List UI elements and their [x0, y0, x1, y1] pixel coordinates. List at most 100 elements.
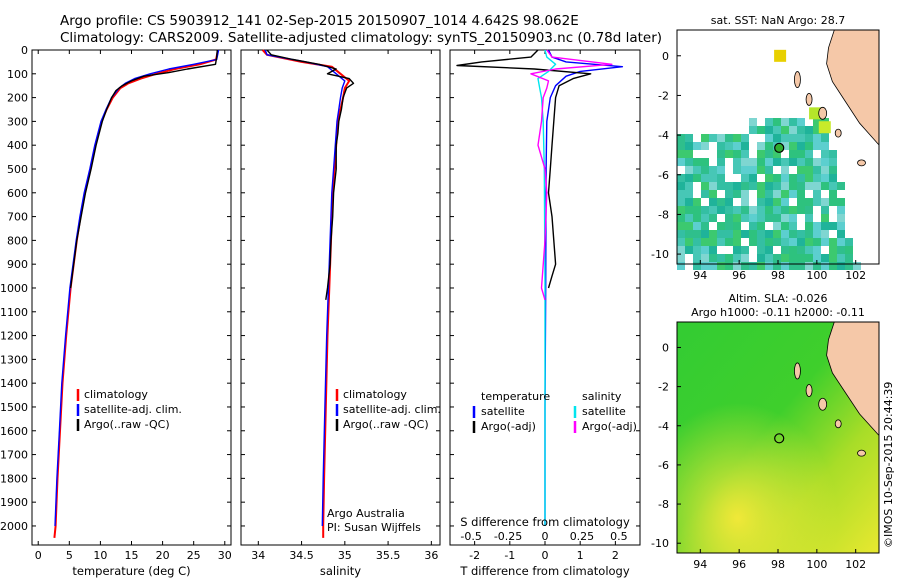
sst-cell: [765, 190, 773, 198]
y-tick-label: 200: [7, 92, 28, 105]
sst-cell: [741, 262, 749, 270]
sst-cell: [829, 198, 837, 206]
sst-cell: [821, 158, 829, 166]
sst-cell: [797, 190, 805, 198]
y-tick-label: 600: [7, 187, 28, 200]
sst-cell: [809, 107, 822, 120]
legend-title-salinity: salinity: [582, 390, 622, 403]
sst-cell: [725, 222, 733, 230]
sst-cell: [773, 126, 781, 134]
sst-cell: [821, 230, 829, 238]
y-tick-label: 800: [7, 234, 28, 247]
sst-cell: [813, 134, 821, 142]
x-tick-label: 0: [542, 549, 549, 562]
sst-cell: [773, 174, 781, 182]
sst-cell: [685, 158, 693, 166]
sst-cell: [789, 214, 797, 222]
sst-cell: [733, 150, 741, 158]
sst-cell: [741, 174, 749, 182]
sst-cell: [709, 214, 717, 222]
sst-cell: [701, 134, 709, 142]
sst-cell: [765, 134, 773, 142]
sst-cell: [685, 206, 693, 214]
sst-cell: [757, 262, 765, 270]
sst-cell: [733, 230, 741, 238]
sst-cell: [701, 182, 709, 190]
sst-cell: [837, 238, 845, 246]
sst-cell: [773, 158, 781, 166]
sst-cell: [821, 142, 829, 150]
sst-cell: [701, 158, 709, 166]
sst-cell: [677, 230, 685, 238]
sst-cell: [813, 118, 821, 126]
sst-cell: [709, 246, 717, 254]
sst-cell: [774, 49, 787, 62]
y-tick-label: 1300: [0, 353, 28, 366]
map-title-sla: Altim. SLA: -0.026: [728, 292, 827, 305]
y-tick-label: -2: [658, 381, 669, 394]
secondary-tick-label: -0.5: [460, 530, 481, 543]
sst-cell: [781, 182, 789, 190]
sst-cell: [805, 158, 813, 166]
sst-cell: [757, 158, 765, 166]
sst-cell: [725, 238, 733, 246]
sst-cell: [789, 118, 797, 126]
sst-cell: [701, 206, 709, 214]
x-tick-label: 34.5: [289, 549, 314, 562]
x-tick-label: 98: [771, 269, 785, 282]
sst-cell: [709, 174, 717, 182]
sst-cell: [725, 190, 733, 198]
y-tick-label: 1600: [0, 425, 28, 438]
y-tick-label: 700: [7, 211, 28, 224]
sst-cell: [781, 174, 789, 182]
sst-cell: [789, 190, 797, 198]
y-tick-label: -8: [658, 208, 669, 221]
sst-cell: [821, 206, 829, 214]
sst-cell: [685, 238, 693, 246]
sst-cell: [805, 182, 813, 190]
x-tick-label: 2: [612, 549, 619, 562]
sst-cell: [797, 238, 805, 246]
sst-cell: [765, 230, 773, 238]
sst-cell: [797, 174, 805, 182]
sst-cell: [821, 174, 829, 182]
sst-cell: [733, 254, 741, 262]
sst-cell: [797, 230, 805, 238]
sst-cell: [797, 246, 805, 254]
sst-cell: [773, 238, 781, 246]
x-tick-label: -1: [504, 549, 515, 562]
x-tick-label: 20: [156, 549, 170, 562]
sst-cell: [829, 150, 837, 158]
sst-cell: [677, 150, 685, 158]
sst-cell: [733, 182, 741, 190]
sst-cell: [693, 238, 701, 246]
sst-cell: [741, 158, 749, 166]
sst-cell: [733, 134, 741, 142]
sst-cell: [821, 222, 829, 230]
sst-cell: [789, 182, 797, 190]
sst-cell: [749, 166, 757, 174]
sst-cell: [725, 198, 733, 206]
x-tick-label: 30: [218, 549, 232, 562]
sst-cell: [781, 206, 789, 214]
sst-cell: [709, 206, 717, 214]
sst-cell: [677, 254, 685, 262]
sst-cell: [765, 238, 773, 246]
sst-cell: [757, 190, 765, 198]
sst-cell: [805, 126, 813, 134]
sst-cell: [797, 182, 805, 190]
y-tick-label: -2: [658, 89, 669, 102]
x-tick-label: 100: [806, 558, 827, 571]
sst-cell: [773, 262, 781, 270]
argo-position-marker: [774, 433, 785, 444]
sst-cell: [765, 166, 773, 174]
sst-cell: [821, 262, 829, 270]
sst-cell: [765, 214, 773, 222]
sst-cell: [725, 214, 733, 222]
sst-cell: [717, 198, 725, 206]
sst-cell: [789, 238, 797, 246]
sst-cell: [685, 230, 693, 238]
sst-cell: [837, 214, 845, 222]
sst-cell: [845, 254, 853, 262]
sst-cell: [677, 262, 685, 270]
